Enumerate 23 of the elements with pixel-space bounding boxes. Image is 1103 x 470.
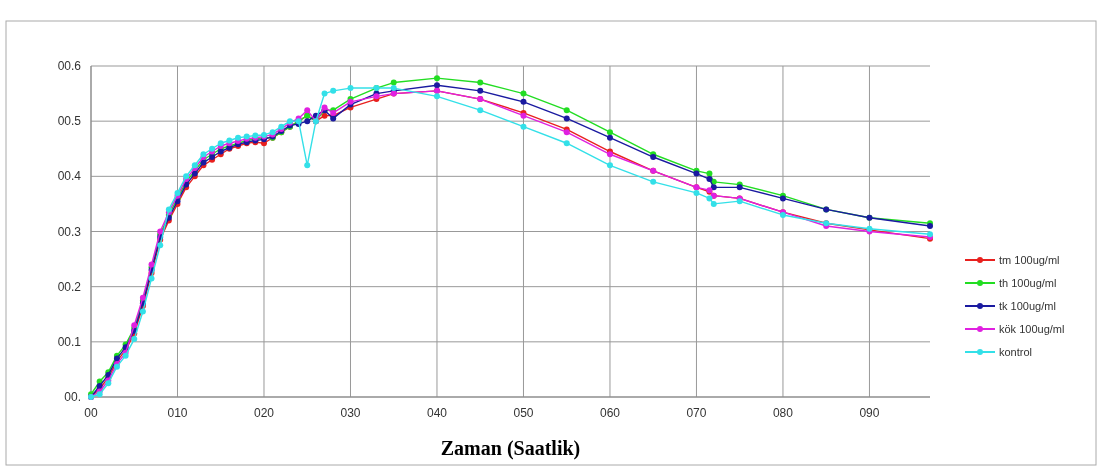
y-tick-label: 00.1 [57,334,82,349]
x-axis-title: Zaman (Saatlik) [440,437,581,460]
x-tick-label: 060 [599,406,621,420]
legend-label: kontrol [999,346,1033,358]
x-tick-label: 020 [253,406,275,420]
x-tick-label: 010 [167,406,188,420]
legend-label: tk 100ug/ml [999,300,1056,312]
x-tick-label: 00 [84,406,98,420]
x-tick-label: 080 [772,406,794,420]
x-tick-label: 070 [686,406,707,420]
y-tick-label: 00.4 [57,169,82,184]
legend-label: kök 100ug/ml [999,323,1065,335]
y-tick-label: 00.3 [57,224,82,239]
x-tick-label: 050 [513,406,534,420]
x-tick-label: 090 [859,406,880,420]
x-tick-label: 040 [426,406,448,420]
y-tick-label: 00.5 [57,114,82,129]
y-tick-label: 00.6 [57,59,82,73]
legend-label: th 100ug/ml [999,277,1057,289]
x-tick-label: 030 [340,406,361,420]
legend-label: tm 100ug/ml [999,254,1060,266]
y-tick-label: 00.2 [57,279,82,294]
y-tick-label: 00. [64,390,81,404]
